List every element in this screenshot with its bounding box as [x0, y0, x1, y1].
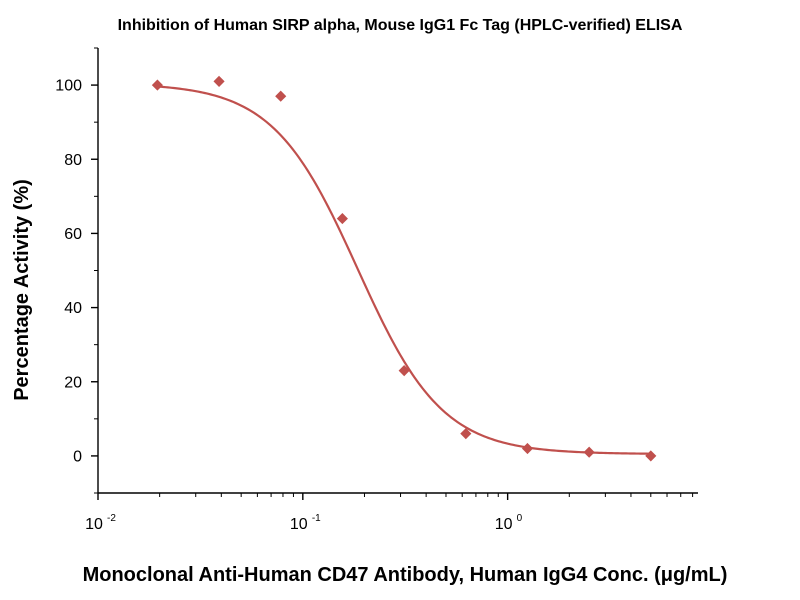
x-tick-exponent: 0 [517, 513, 523, 524]
y-tick-label: 20 [64, 374, 82, 391]
data-point [213, 75, 225, 87]
x-tick-exponent: -2 [107, 513, 116, 524]
data-point [336, 213, 348, 225]
y-tick-label: 60 [64, 226, 82, 243]
data-point [398, 365, 410, 377]
data-point [521, 442, 534, 455]
data-point [151, 79, 163, 91]
x-tick-exponent: -1 [312, 513, 321, 524]
y-axis-title: Percentage Activity (%) [11, 179, 33, 401]
y-tick-label: 0 [73, 448, 82, 465]
x-tick-label: 10 [290, 516, 308, 533]
x-axis-title: Monoclonal Anti-Human CD47 Antibody, Hum… [83, 564, 728, 586]
y-tick-label: 40 [64, 300, 82, 317]
fit-curve [157, 85, 651, 455]
data-point [583, 446, 595, 458]
data-point [460, 428, 472, 440]
x-tick-label: 10 [495, 516, 513, 533]
y-tick-label: 80 [64, 152, 82, 169]
data-point [645, 450, 657, 462]
x-tick-label: 10 [85, 516, 103, 533]
y-tick-label: 100 [55, 78, 82, 95]
data-point [275, 90, 287, 102]
chart-title: Inhibition of Human SIRP alpha, Mouse Ig… [118, 17, 683, 34]
